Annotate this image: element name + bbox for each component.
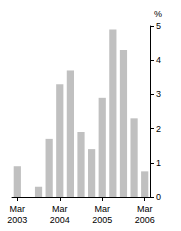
svg-text:4: 4 <box>156 55 161 65</box>
svg-text:2: 2 <box>156 124 161 134</box>
svg-text:3: 3 <box>156 89 161 99</box>
svg-text:2006: 2006 <box>135 215 155 225</box>
svg-text:2004: 2004 <box>50 215 70 225</box>
svg-text:1: 1 <box>156 158 161 168</box>
svg-text:2003: 2003 <box>7 215 27 225</box>
svg-text:Mar: Mar <box>10 204 26 214</box>
svg-text:Mar: Mar <box>52 204 68 214</box>
svg-text:0: 0 <box>156 192 161 202</box>
svg-text:5: 5 <box>156 21 161 31</box>
svg-text:2005: 2005 <box>92 215 112 225</box>
svg-text:Mar: Mar <box>137 204 153 214</box>
svg-text:Mar: Mar <box>94 204 110 214</box>
svg-text:%: % <box>154 9 162 19</box>
